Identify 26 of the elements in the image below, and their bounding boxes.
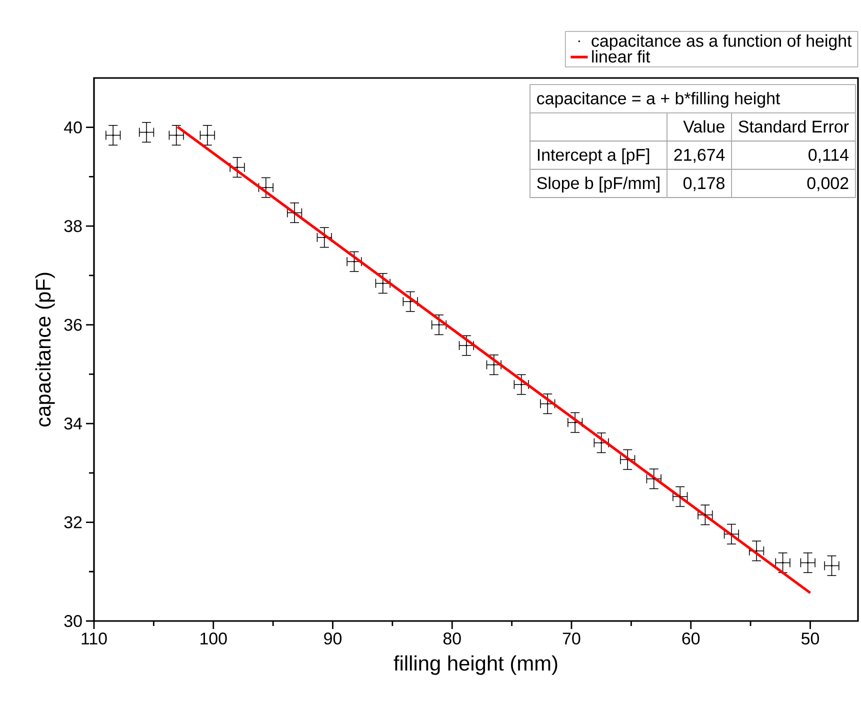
annotation: Intercept a [pF]	[538, 148, 650, 164]
x-tick-label: 100	[200, 632, 227, 645]
y-tick-label: 34	[64, 418, 82, 430]
annotation: capacitance = a + b*filling height	[537, 92, 780, 108]
legend-label: linear fit	[592, 50, 650, 63]
x-tick-label: 50	[801, 632, 820, 645]
y-tick-label: 32	[64, 516, 82, 528]
x-tick-label: 60	[682, 632, 700, 645]
annotation: Standard Error	[738, 120, 849, 133]
y-tick-label: 38	[64, 220, 82, 232]
x-axis-title: filling height (mm)	[394, 655, 558, 675]
y-tick-label: 40	[64, 121, 82, 134]
annotation: Value	[683, 120, 724, 133]
y-axis-title: capacitance (pF)	[35, 272, 55, 427]
x-tick-label: 70	[562, 632, 580, 645]
y-tick-label: 36	[64, 318, 82, 331]
annotation: 0,114	[808, 148, 849, 163]
x-tick-label: 110	[82, 632, 107, 645]
y-tick-label: 30	[64, 615, 82, 627]
x-tick-label: 80	[443, 632, 461, 645]
annotation: 0,178	[683, 177, 724, 192]
annotation: Slope b [pF/mm]	[537, 176, 660, 192]
annotation: 21,674	[674, 148, 725, 163]
legend-label: capacitance as a function of height	[592, 34, 852, 50]
annotation: 0,002	[807, 177, 848, 192]
x-tick-label: 90	[324, 632, 342, 645]
